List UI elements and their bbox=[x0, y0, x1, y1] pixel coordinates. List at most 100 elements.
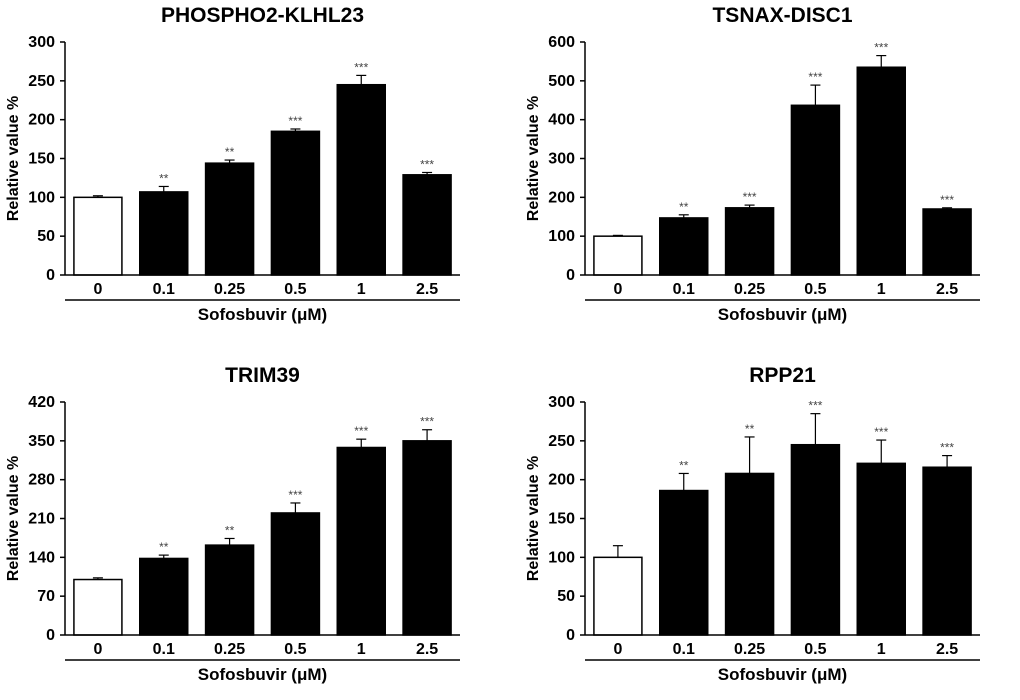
bar-0 bbox=[73, 196, 123, 276]
significance-marker: *** bbox=[743, 190, 757, 204]
x-tick-label: 0.5 bbox=[804, 281, 826, 298]
x-tick-label: 1 bbox=[357, 641, 366, 658]
bar-1 bbox=[336, 83, 386, 276]
y-tick-label: 150 bbox=[28, 151, 55, 168]
bar-0.5 bbox=[270, 130, 321, 276]
x-tick-label: 0.1 bbox=[153, 281, 175, 298]
y-tick-label: 210 bbox=[28, 511, 55, 528]
x-axis-label: Sofosbuvir (μM) bbox=[198, 665, 327, 684]
bar-2.5 bbox=[402, 440, 452, 636]
x-tick-label: 0.1 bbox=[673, 281, 695, 298]
y-tick-label: 150 bbox=[548, 511, 575, 528]
significance-marker: *** bbox=[354, 60, 368, 74]
significance-marker: *** bbox=[420, 157, 434, 171]
y-tick-label: 0 bbox=[566, 627, 575, 644]
x-tick-label: 1 bbox=[877, 641, 886, 658]
y-tick-label: 250 bbox=[28, 73, 55, 90]
y-tick-label: 200 bbox=[28, 112, 55, 129]
x-tick-label: 2.5 bbox=[416, 641, 438, 658]
significance-marker: ** bbox=[225, 523, 235, 537]
significance-marker: ** bbox=[745, 422, 755, 436]
significance-marker: *** bbox=[874, 425, 888, 439]
chart-panel-rpp21: RPP21 0 50 100 150 200 250 300 Relative value % *… bbox=[520, 360, 1020, 700]
x-tick-label: 0.5 bbox=[284, 281, 306, 298]
y-tick-label: 200 bbox=[548, 189, 575, 206]
significance-marker: ** bbox=[225, 145, 235, 159]
bar-0 bbox=[593, 235, 643, 276]
significance-marker: *** bbox=[808, 399, 822, 413]
significance-marker: ** bbox=[679, 200, 689, 214]
bar-0 bbox=[593, 556, 643, 636]
bar-0.25 bbox=[724, 472, 775, 636]
bar-0.25 bbox=[204, 162, 255, 276]
chart-panel-tsnax-disc1: TSNAX-DISC1 0 100 200 300 400 500 600 Relative v… bbox=[520, 0, 1020, 340]
y-tick-label: 0 bbox=[566, 267, 575, 284]
chart-title: PHOSPHO2-KLHL23 bbox=[161, 4, 364, 27]
chart-title: TSNAX-DISC1 bbox=[712, 4, 852, 27]
bar-1 bbox=[856, 66, 906, 276]
y-axis-label: Relative value % bbox=[525, 456, 542, 581]
y-tick-label: 100 bbox=[28, 189, 55, 206]
x-tick-label: 0.1 bbox=[153, 641, 175, 658]
x-tick-label: 0.25 bbox=[214, 281, 245, 298]
x-tick-label: 1 bbox=[357, 281, 366, 298]
y-axis-label: Relative value % bbox=[5, 96, 22, 221]
bar-0.1 bbox=[659, 217, 709, 276]
bar-2.5 bbox=[922, 466, 972, 636]
y-axis-label: Relative value % bbox=[525, 96, 542, 221]
x-axis-label: Sofosbuvir (μM) bbox=[718, 305, 847, 324]
y-tick-label: 600 bbox=[548, 34, 575, 51]
x-tick-label: 0.5 bbox=[804, 641, 826, 658]
x-tick-label: 0.5 bbox=[284, 641, 306, 658]
x-tick-label: 0 bbox=[613, 641, 622, 658]
x-tick-label: 0.25 bbox=[214, 641, 245, 658]
y-tick-label: 500 bbox=[548, 73, 575, 90]
bar-0.5 bbox=[270, 512, 321, 636]
significance-marker: *** bbox=[808, 70, 822, 84]
y-tick-label: 100 bbox=[548, 228, 575, 245]
chart-title: RPP21 bbox=[749, 364, 816, 387]
y-tick-label: 0 bbox=[46, 267, 55, 284]
significance-marker: ** bbox=[159, 171, 169, 185]
x-tick-label: 0 bbox=[613, 281, 622, 298]
significance-marker: *** bbox=[354, 424, 368, 438]
y-tick-label: 420 bbox=[28, 394, 55, 411]
bar-1 bbox=[336, 446, 386, 636]
x-tick-label: 1 bbox=[877, 281, 886, 298]
significance-marker: ** bbox=[159, 540, 169, 554]
y-tick-label: 70 bbox=[37, 588, 55, 605]
x-tick-label: 2.5 bbox=[936, 281, 958, 298]
significance-marker: *** bbox=[420, 415, 434, 429]
x-axis-label: Sofosbuvir (μM) bbox=[718, 665, 847, 684]
significance-marker: *** bbox=[940, 193, 954, 207]
x-tick-label: 0.25 bbox=[734, 641, 765, 658]
y-tick-label: 200 bbox=[548, 472, 575, 489]
y-tick-label: 100 bbox=[548, 549, 575, 566]
chart-panel-trim39: TRIM39 0 70 140 210 280 350 420 Relative value %… bbox=[0, 360, 500, 700]
significance-marker: *** bbox=[288, 488, 302, 502]
x-tick-label: 0.1 bbox=[673, 641, 695, 658]
x-tick-label: 2.5 bbox=[936, 641, 958, 658]
y-tick-label: 400 bbox=[548, 112, 575, 129]
y-tick-label: 50 bbox=[37, 228, 55, 245]
x-tick-label: 0.25 bbox=[734, 281, 765, 298]
y-tick-label: 300 bbox=[28, 34, 55, 51]
y-tick-label: 300 bbox=[548, 394, 575, 411]
significance-marker: *** bbox=[288, 114, 302, 128]
bar-0.1 bbox=[139, 557, 189, 636]
bar-0.25 bbox=[204, 544, 255, 636]
y-tick-label: 280 bbox=[28, 472, 55, 489]
significance-marker: ** bbox=[679, 458, 689, 472]
y-tick-label: 140 bbox=[28, 549, 55, 566]
significance-marker: *** bbox=[874, 41, 888, 55]
chart-panel-phospho2-klhl23: PHOSPHO2-KLHL23 0 50 100 150 200 250 300 Relativ… bbox=[0, 0, 500, 340]
y-axis-label: Relative value % bbox=[5, 456, 22, 581]
bar-0 bbox=[73, 578, 123, 636]
chart-title: TRIM39 bbox=[225, 364, 300, 387]
bar-0.1 bbox=[659, 489, 709, 636]
x-tick-label: 0 bbox=[93, 281, 102, 298]
y-tick-label: 350 bbox=[28, 433, 55, 450]
y-tick-label: 250 bbox=[548, 433, 575, 450]
bar-1 bbox=[856, 462, 906, 636]
x-tick-label: 2.5 bbox=[416, 281, 438, 298]
